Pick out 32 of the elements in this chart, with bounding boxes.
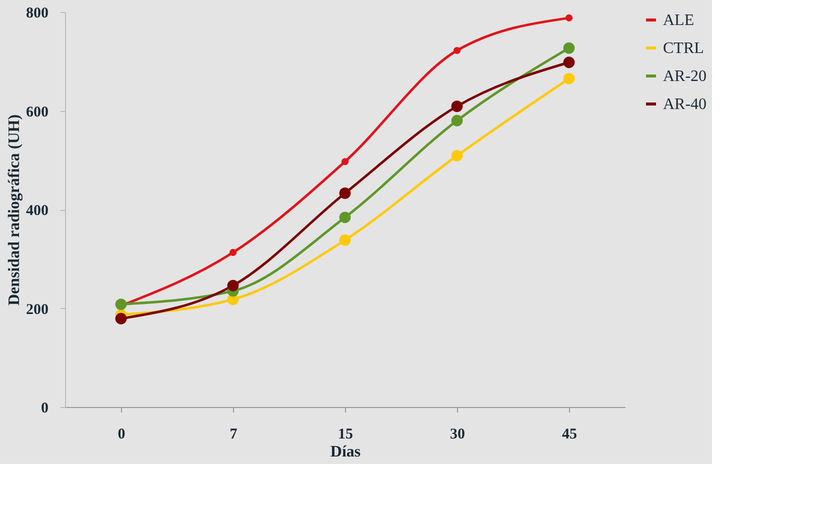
x-tick-label: 0	[118, 426, 126, 442]
y-tick-label: 400	[26, 203, 48, 219]
point	[339, 188, 351, 199]
point	[339, 212, 351, 224]
legend-label: AR-20	[663, 68, 707, 85]
point	[563, 72, 575, 84]
x-tick-label: 7	[230, 426, 238, 442]
legend-label: AR-40	[663, 96, 707, 113]
point	[229, 248, 237, 256]
y-tick-label: 0	[41, 400, 48, 416]
point	[451, 114, 463, 126]
x-axis-title: Días	[330, 444, 361, 460]
legend-label: CTRL	[663, 40, 704, 57]
point	[563, 42, 575, 54]
point	[453, 46, 461, 54]
point	[565, 14, 573, 22]
y-tick-label: 600	[26, 104, 48, 120]
y-tick-label: 800	[26, 6, 48, 22]
point	[339, 234, 351, 246]
point	[115, 298, 127, 310]
point	[115, 312, 127, 324]
point	[563, 56, 575, 68]
y-axis-title: Densidad radiográfica (UH)	[6, 114, 23, 306]
point	[227, 280, 239, 292]
y-tick-label: 200	[26, 302, 48, 318]
x-tick-label: 15	[338, 426, 353, 442]
x-tick-label: 30	[450, 426, 465, 442]
point	[341, 158, 349, 166]
legend-label: ALE	[663, 12, 694, 29]
point	[451, 100, 463, 112]
x-tick-label: 45	[562, 426, 577, 442]
point	[451, 150, 463, 162]
